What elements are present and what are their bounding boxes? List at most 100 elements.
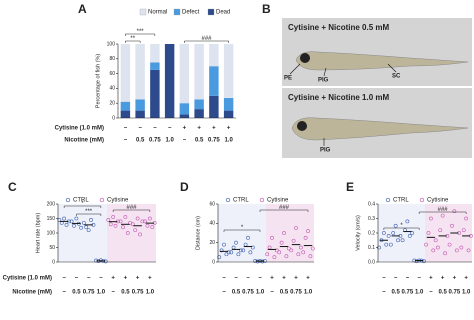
dot bbox=[118, 219, 123, 224]
y-tick-label: 20 bbox=[109, 101, 115, 107]
x-table-cell: − bbox=[124, 138, 128, 144]
y-tick-label: 0.4 bbox=[368, 201, 375, 207]
dot bbox=[123, 215, 128, 219]
dot bbox=[284, 254, 289, 259]
dot bbox=[64, 222, 69, 227]
x-table-cell: + bbox=[441, 276, 445, 282]
image-label: SC bbox=[392, 74, 401, 80]
bar-segment bbox=[209, 66, 219, 96]
chart: Normal Defect Dead 0 20 40 60 80 100 Percentage o… bbox=[55, 8, 236, 144]
x-table-cell: 1.0 bbox=[224, 138, 233, 144]
y-tick-label: 80 bbox=[109, 56, 115, 62]
x-table-cell: 1.0 bbox=[304, 290, 313, 296]
image-label: PE bbox=[284, 76, 292, 82]
bar-segment bbox=[150, 69, 160, 118]
dot bbox=[450, 223, 454, 228]
x-table-cell: + bbox=[124, 276, 128, 282]
legend-marker bbox=[419, 197, 425, 203]
y-tick-label: 60 bbox=[109, 71, 115, 77]
y-tick-label: 0 bbox=[52, 259, 55, 265]
pointer bbox=[289, 63, 301, 75]
x-table-cell: − bbox=[222, 276, 226, 282]
dot bbox=[388, 242, 393, 247]
legend-label: Normal bbox=[148, 10, 167, 16]
x-table-cell: + bbox=[183, 126, 187, 132]
legend-label: CTRL bbox=[73, 198, 89, 204]
image-title: Cytisine + Nicotine 1.0 mM bbox=[288, 93, 389, 102]
ctrl-background bbox=[378, 204, 425, 262]
dot bbox=[396, 238, 400, 243]
x-table-cell: 0.75 bbox=[83, 290, 95, 296]
dot bbox=[125, 231, 130, 235]
bar-segment bbox=[150, 62, 160, 70]
x-table-cell: 0.5 bbox=[232, 290, 241, 296]
dot bbox=[89, 218, 93, 222]
dot bbox=[229, 250, 234, 255]
panel-label: D bbox=[180, 180, 189, 194]
dot bbox=[428, 216, 433, 221]
bar-segment bbox=[194, 99, 204, 110]
dot bbox=[150, 225, 155, 230]
x-table-cell: − bbox=[138, 126, 142, 132]
legend-marker bbox=[99, 197, 105, 203]
x-table-cell: + bbox=[282, 276, 286, 282]
dot bbox=[224, 252, 229, 257]
bar-segment bbox=[120, 44, 131, 102]
x-table-cell: + bbox=[306, 276, 310, 282]
significance-bracket bbox=[418, 211, 467, 214]
y-axis-title: Velocity (cm/s) bbox=[355, 215, 361, 251]
x-table-cell: 0.75 bbox=[132, 290, 144, 296]
x-table-cell: − bbox=[183, 138, 187, 144]
dot bbox=[84, 225, 89, 230]
x-table-cell: + bbox=[136, 276, 140, 282]
dot bbox=[74, 216, 79, 221]
bar-segment bbox=[223, 98, 234, 111]
pointer bbox=[387, 63, 397, 73]
x-table-cell: 0.5 bbox=[72, 290, 81, 296]
dot bbox=[121, 225, 125, 230]
dot bbox=[238, 248, 243, 253]
dot bbox=[447, 242, 452, 247]
dot bbox=[143, 219, 147, 224]
dot bbox=[111, 215, 116, 219]
dot bbox=[438, 228, 443, 233]
dot bbox=[306, 229, 310, 233]
y-tick-label: 100 bbox=[47, 230, 56, 236]
dot bbox=[291, 238, 296, 243]
x-table-cell: − bbox=[382, 290, 386, 296]
x-table-cell: − bbox=[153, 126, 157, 132]
x-table-cell: 1.0 bbox=[146, 290, 155, 296]
x-table-cell: 0.5 bbox=[121, 290, 130, 296]
bar-segment bbox=[223, 44, 234, 99]
x-table-cell: − bbox=[62, 290, 66, 296]
legend-label: CTRL bbox=[233, 198, 249, 204]
annotation: *** bbox=[85, 209, 93, 215]
x-table-cell: + bbox=[429, 276, 433, 282]
annotation: * bbox=[400, 223, 403, 229]
y-tick-label: 60 bbox=[209, 201, 215, 207]
legend-label: Defect bbox=[182, 10, 200, 16]
x-table-cell: + bbox=[111, 276, 115, 282]
row-label: Nicotine (mM) bbox=[12, 290, 52, 296]
significance-bracket bbox=[63, 205, 102, 208]
y-tick-label: 0 bbox=[112, 115, 115, 121]
dot bbox=[236, 252, 241, 257]
x-table-cell: − bbox=[406, 276, 410, 282]
panel-label: B bbox=[262, 2, 271, 16]
dot bbox=[265, 252, 270, 257]
panel-label: C bbox=[8, 180, 17, 194]
x-table-cell: − bbox=[222, 290, 226, 296]
significance-bracket bbox=[125, 40, 141, 43]
dot bbox=[426, 231, 431, 235]
annotation: * bbox=[241, 225, 244, 231]
dot bbox=[386, 233, 391, 238]
chart: CTRL Cytisine 0 20 40 60 Distance (cm) − − − − + + + +… bbox=[195, 198, 315, 296]
image-label: PIG bbox=[318, 78, 329, 84]
dot bbox=[407, 233, 412, 238]
dot bbox=[466, 248, 471, 253]
y-axis-title: Distance (cm) bbox=[195, 216, 201, 250]
fish-eye bbox=[297, 121, 307, 131]
cytisine-background bbox=[107, 204, 156, 262]
y-tick-label: 0.0 bbox=[368, 259, 375, 265]
bar-segment bbox=[135, 110, 145, 118]
